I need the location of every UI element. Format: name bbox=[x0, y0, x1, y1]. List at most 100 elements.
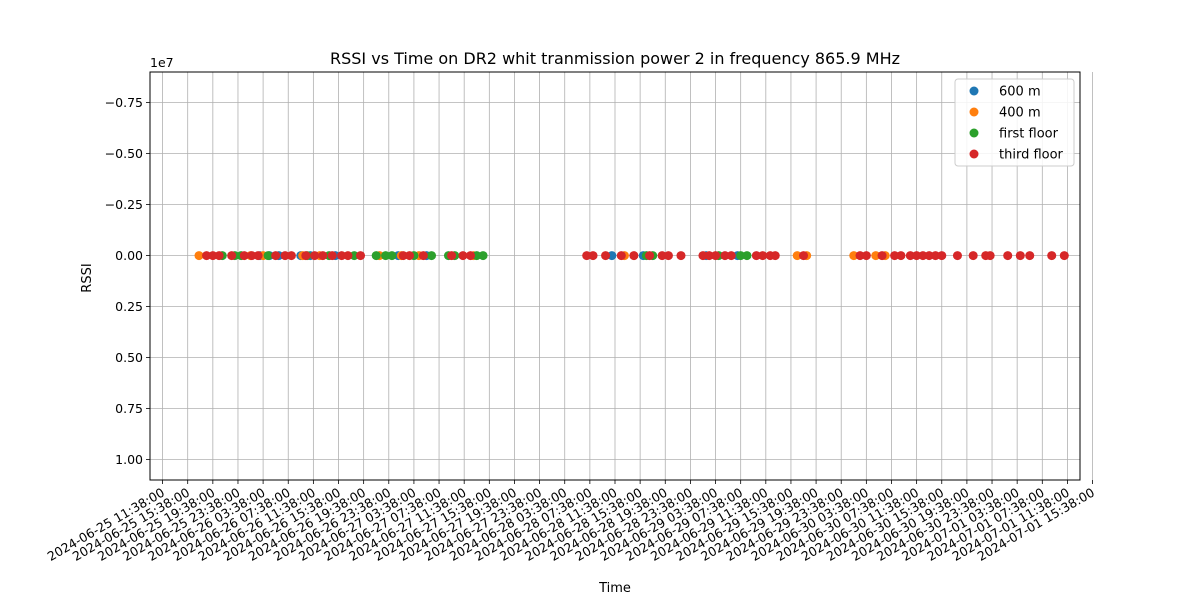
data-point bbox=[736, 251, 746, 261]
data-point bbox=[720, 251, 730, 261]
y-ticks: −0.75 −0.50 −0.25 0.00 0.25 0.50 0.75 1.00 bbox=[105, 95, 150, 467]
data-point bbox=[418, 251, 428, 261]
data-point bbox=[214, 251, 224, 261]
data-point bbox=[751, 251, 761, 261]
data-point bbox=[629, 251, 639, 261]
data-point bbox=[792, 251, 802, 261]
y-tick-label: −0.25 bbox=[105, 197, 143, 212]
data-point bbox=[343, 251, 353, 261]
y-tick-label: 0.00 bbox=[115, 248, 143, 263]
data-point bbox=[1025, 251, 1035, 261]
data-point bbox=[405, 251, 415, 261]
legend-marker bbox=[969, 107, 979, 117]
data-point bbox=[381, 251, 391, 261]
data-point bbox=[286, 251, 296, 261]
data-point bbox=[861, 251, 871, 261]
data-point bbox=[327, 251, 337, 261]
data-point bbox=[356, 251, 366, 261]
y-tick-label: 1.00 bbox=[115, 452, 143, 467]
data-point bbox=[663, 251, 673, 261]
data-point bbox=[855, 251, 865, 261]
data-point bbox=[968, 251, 978, 261]
data-point bbox=[896, 251, 906, 261]
data-point bbox=[1003, 251, 1013, 261]
data-point bbox=[263, 251, 273, 261]
data-point bbox=[465, 251, 475, 261]
data-points bbox=[194, 251, 1069, 261]
data-point bbox=[472, 251, 482, 261]
grid bbox=[150, 72, 1093, 480]
data-point bbox=[890, 251, 900, 261]
data-point bbox=[310, 251, 320, 261]
legend-label: third floor bbox=[999, 148, 1064, 163]
data-point bbox=[202, 251, 212, 261]
data-point bbox=[698, 251, 708, 261]
legend-label: 600 m bbox=[999, 85, 1041, 100]
data-point bbox=[1059, 251, 1069, 261]
data-point bbox=[742, 251, 752, 261]
data-point bbox=[398, 251, 408, 261]
y-tick-label: −0.75 bbox=[105, 95, 143, 110]
data-point bbox=[985, 251, 995, 261]
legend-marker bbox=[969, 149, 979, 159]
y-tick-label: 0.50 bbox=[115, 350, 143, 365]
y-tick-label: 0.75 bbox=[115, 401, 143, 416]
data-point bbox=[588, 251, 598, 261]
data-point bbox=[676, 251, 686, 261]
data-point bbox=[952, 251, 962, 261]
legend-label: first floor bbox=[999, 127, 1059, 142]
y-axis-label: RSSI bbox=[80, 263, 95, 292]
data-point bbox=[247, 251, 257, 261]
data-point bbox=[645, 251, 655, 261]
data-point bbox=[877, 251, 887, 261]
data-point bbox=[318, 251, 328, 261]
y-tick-label: 0.25 bbox=[115, 299, 143, 314]
axes-frame bbox=[149, 71, 1081, 481]
data-point bbox=[799, 251, 809, 261]
data-point bbox=[601, 251, 611, 261]
data-point bbox=[607, 251, 617, 261]
data-point bbox=[194, 251, 204, 261]
data-point bbox=[918, 251, 928, 261]
legend-label: 400 m bbox=[999, 106, 1041, 121]
chart-title: RSSI vs Time on DR2 whit tranmission pow… bbox=[330, 49, 900, 68]
legend-marker bbox=[969, 86, 979, 96]
data-point bbox=[337, 251, 347, 261]
data-point bbox=[208, 251, 218, 261]
data-point bbox=[657, 251, 667, 261]
data-point bbox=[937, 251, 947, 261]
data-point bbox=[912, 251, 922, 261]
data-point bbox=[770, 251, 780, 261]
data-point bbox=[280, 251, 290, 261]
legend-marker bbox=[969, 128, 979, 138]
data-point bbox=[427, 251, 437, 261]
y-offset-label: 1e7 bbox=[150, 55, 174, 70]
data-point bbox=[253, 251, 263, 261]
data-point bbox=[239, 251, 249, 261]
legend-box bbox=[954, 78, 1075, 167]
data-point bbox=[271, 251, 281, 261]
data-point bbox=[924, 251, 934, 261]
data-point bbox=[349, 251, 359, 261]
data-point bbox=[711, 251, 721, 261]
data-point bbox=[458, 251, 468, 261]
data-point bbox=[227, 251, 237, 261]
data-point bbox=[301, 251, 311, 261]
data-point bbox=[726, 251, 736, 261]
data-point bbox=[387, 251, 397, 261]
data-point bbox=[871, 251, 881, 261]
legend: 600 m 400 m first floor third floor bbox=[954, 78, 1075, 167]
data-point bbox=[930, 251, 940, 261]
data-point bbox=[849, 251, 859, 261]
data-point bbox=[758, 251, 768, 261]
y-tick-label: −0.50 bbox=[105, 146, 143, 161]
data-point bbox=[1015, 251, 1025, 261]
data-point bbox=[447, 251, 457, 261]
x-axis-label: Time bbox=[598, 581, 631, 596]
data-point bbox=[905, 251, 915, 261]
data-point bbox=[704, 251, 714, 261]
data-point bbox=[616, 251, 626, 261]
data-point bbox=[1047, 251, 1057, 261]
